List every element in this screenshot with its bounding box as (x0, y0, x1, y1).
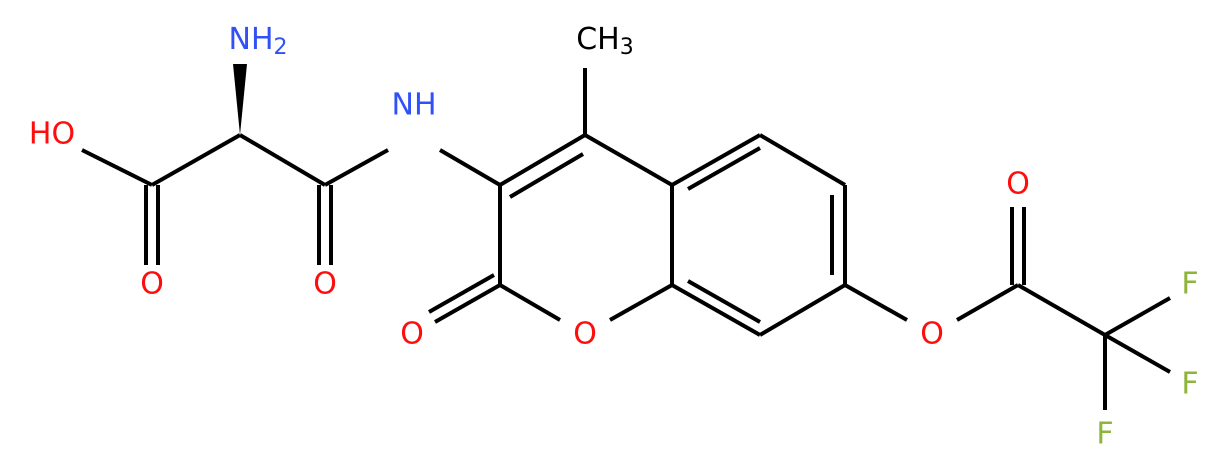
atom-symbol: CH (576, 22, 620, 57)
atom-label: F (1181, 367, 1198, 402)
atom-label: O (313, 267, 337, 302)
atom-label: CH3 (576, 22, 634, 61)
atom-label: O (140, 267, 164, 302)
atom-label: O (400, 317, 424, 352)
atom-label: F (1096, 417, 1113, 452)
atom-label: O (573, 317, 597, 352)
bonds (81, 64, 1171, 410)
atom-label: O (1006, 167, 1030, 202)
atom-label: NH (392, 88, 437, 123)
atom-subscript: 3 (620, 35, 634, 60)
atom-subscript: 2 (274, 35, 288, 60)
atom-label: HO (29, 117, 75, 152)
atom-symbol: NH (229, 22, 274, 57)
atom-label: NH2 (229, 22, 288, 61)
atom-label: O (920, 317, 944, 352)
atom-label: F (1181, 267, 1198, 302)
